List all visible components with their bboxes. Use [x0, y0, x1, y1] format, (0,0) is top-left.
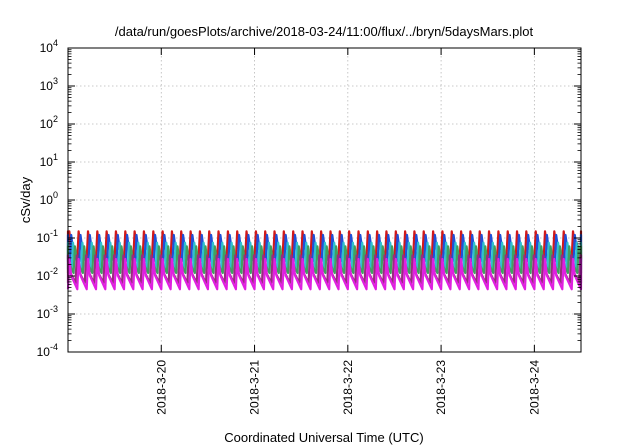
x-tick-label: 2018-3-21	[248, 360, 262, 415]
grid-lines	[68, 48, 581, 352]
x-tick-label: 2018-3-23	[434, 360, 448, 415]
series-line	[66, 245, 583, 275]
y-tick-label: 10-2	[37, 266, 58, 283]
y-tick-label: 100	[40, 190, 58, 207]
y-tick-label: 103	[40, 76, 58, 93]
series-line	[66, 257, 583, 291]
x-tick-label: 2018-3-20	[154, 360, 168, 415]
x-tick-label: 2018-3-22	[341, 360, 355, 415]
x-tick-labels: 2018-3-20 2018-3-21 2018-3-22 2018-3-23 2018…	[154, 360, 541, 415]
y-tick-label: 101	[40, 152, 58, 169]
y-tick-label: 10-1	[37, 228, 58, 245]
y-tick-label: 10-3	[37, 304, 58, 321]
y-tick-labels: 10-4 10-3 10-2 10-1 100 101 102 103 104	[37, 38, 58, 359]
y-tick-label: 102	[40, 114, 58, 131]
x-axis-label: Coordinated Universal Time (UTC)	[224, 430, 423, 445]
y-axis-label: cSv/day	[18, 176, 33, 223]
y-tick-label: 10-4	[37, 342, 58, 359]
y-tick-label: 104	[40, 38, 58, 55]
chart-title: /data/run/goesPlots/archive/2018-03-24/1…	[115, 24, 534, 39]
axis-ticks	[68, 47, 581, 353]
series-layer	[66, 230, 583, 291]
x-tick-label: 2018-3-24	[527, 360, 541, 415]
